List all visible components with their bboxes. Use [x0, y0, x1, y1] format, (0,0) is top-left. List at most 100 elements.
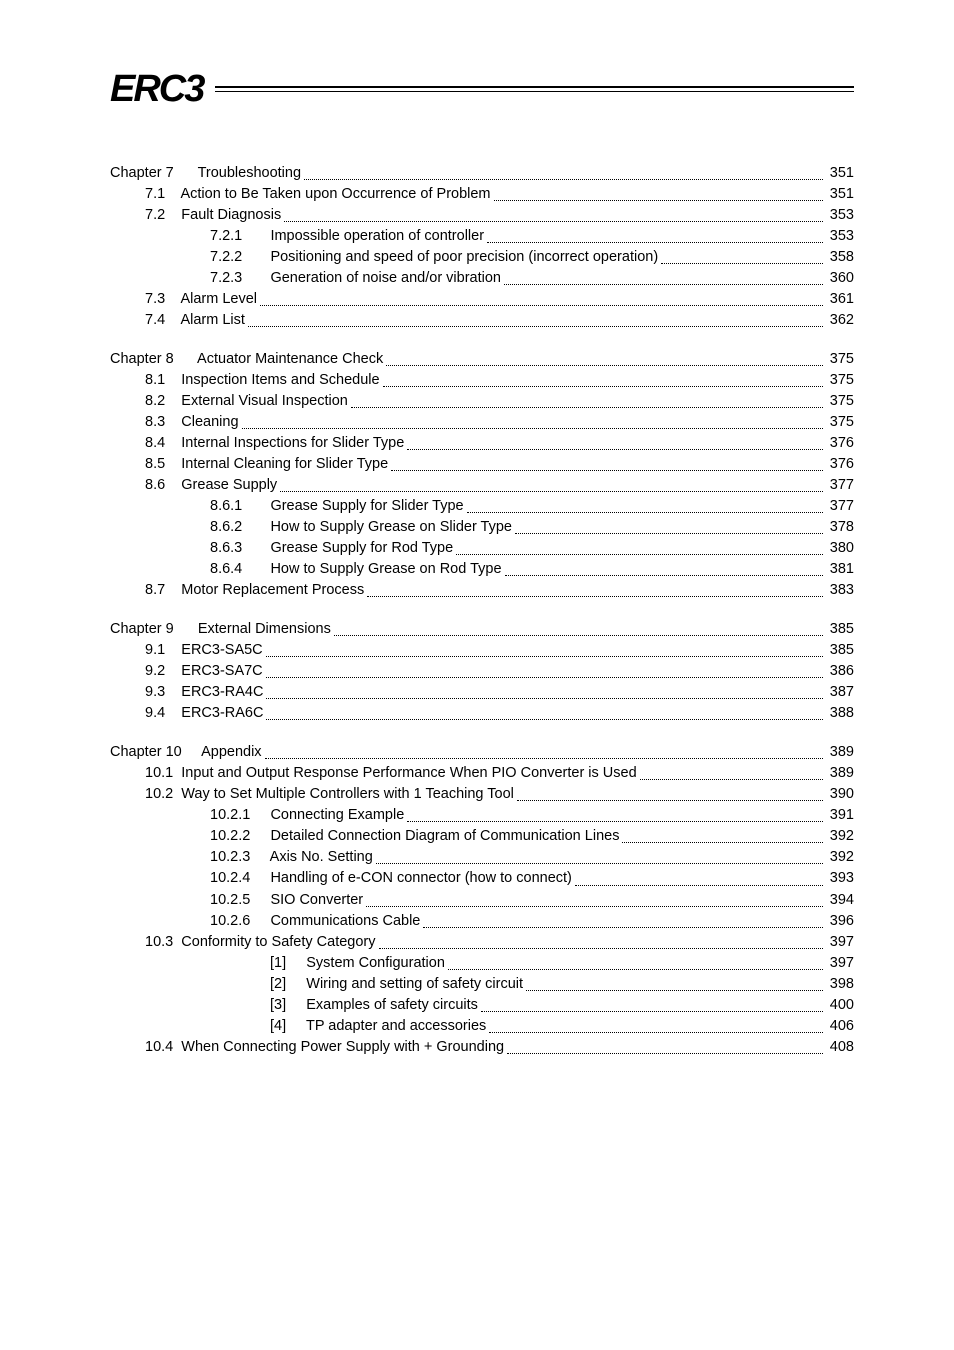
toc-entry: 8.5 Internal Cleaning for Slider Type 37… [110, 454, 854, 475]
toc-leader-dots [242, 412, 823, 429]
toc-entry-label: [1] System Configuration [270, 953, 445, 974]
toc-entry: 9.1 ERC3-SA5C 385 [110, 640, 854, 661]
toc-leader-dots [334, 619, 823, 636]
toc-leader-dots [266, 640, 823, 657]
toc-entry: 8.1 Inspection Items and Schedule 375 [110, 370, 854, 391]
toc-entry: Chapter 9 External Dimensions 385 [110, 619, 854, 640]
toc-entry: 10.2.2 Detailed Connection Diagram of Co… [110, 826, 854, 847]
toc-entry: 7.2 Fault Diagnosis 353 [110, 205, 854, 226]
toc-leader-dots [304, 163, 823, 180]
toc-leader-dots [575, 868, 823, 885]
toc-leader-dots [383, 370, 823, 387]
toc-entry-page: 353 [826, 226, 854, 247]
toc-entry-label: 8.6.4 How to Supply Grease on Rod Type [210, 559, 502, 580]
toc-entry: 8.6.1 Grease Supply for Slider Type 377 [110, 496, 854, 517]
toc-entry: 9.4 ERC3-RA6C 388 [110, 703, 854, 724]
toc-entry-page: 381 [826, 559, 854, 580]
toc-leader-dots [367, 580, 823, 597]
toc-entry-label: 7.2.3 Generation of noise and/or vibrati… [210, 268, 501, 289]
toc-entry-page: 358 [826, 247, 854, 268]
toc-entry: 8.6 Grease Supply 377 [110, 475, 854, 496]
toc-entry-label: 8.3 Cleaning [145, 412, 239, 433]
toc-leader-dots [456, 538, 823, 555]
toc-entry-label: 7.4 Alarm List [145, 310, 245, 331]
toc-entry-page: 377 [826, 496, 854, 517]
toc-entry-label: 10.2.4 Handling of e-CON connector (how … [210, 868, 572, 889]
toc-entry-page: 394 [826, 890, 854, 911]
toc-entry-page: 385 [826, 640, 854, 661]
toc-entry-page: 392 [826, 847, 854, 868]
toc-leader-dots [448, 953, 823, 970]
toc-leader-dots [284, 205, 823, 222]
toc-entry: 7.1 Action to Be Taken upon Occurrence o… [110, 184, 854, 205]
toc-leader-dots [622, 826, 822, 843]
toc-entry-label: Chapter 9 External Dimensions [110, 619, 331, 640]
toc-entry-page: 361 [826, 289, 854, 310]
toc-entry: 10.2 Way to Set Multiple Controllers wit… [110, 784, 854, 805]
toc-entry-page: 389 [826, 763, 854, 784]
toc-entry-page: 386 [826, 661, 854, 682]
toc-entry: 8.2 External Visual Inspection 375 [110, 391, 854, 412]
toc-entry: 7.2.1 Impossible operation of controller… [110, 226, 854, 247]
toc-entry-page: 396 [826, 911, 854, 932]
toc-entry: 8.3 Cleaning 375 [110, 412, 854, 433]
toc-leader-dots [266, 682, 822, 699]
toc-entry: 8.6.4 How to Supply Grease on Rod Type 3… [110, 559, 854, 580]
toc-entry-page: 376 [826, 454, 854, 475]
toc-entry: [1] System Configuration 397 [110, 953, 854, 974]
toc-entry-label: 8.2 External Visual Inspection [145, 391, 348, 412]
toc-entry: Chapter 10 Appendix 389 [110, 742, 854, 763]
toc-entry-label: 8.6.1 Grease Supply for Slider Type [210, 496, 464, 517]
toc-entry-page: 390 [826, 784, 854, 805]
toc-entry-label: 9.3 ERC3-RA4C [145, 682, 263, 703]
toc-entry-label: Chapter 7 Troubleshooting [110, 163, 301, 184]
toc-entry: Chapter 8 Actuator Maintenance Check 375 [110, 349, 854, 370]
toc-leader-dots [260, 289, 823, 306]
toc-entry-label: 10.3 Conformity to Safety Category [145, 932, 376, 953]
page-header: ERC3 [110, 70, 854, 108]
toc-leader-dots [505, 559, 823, 576]
toc-entry-label: 8.4 Internal Inspections for Slider Type [145, 433, 404, 454]
toc-entry-label: 7.2.2 Positioning and speed of poor prec… [210, 247, 658, 268]
toc-leader-dots [423, 911, 822, 928]
toc-entry-label: 8.6 Grease Supply [145, 475, 277, 496]
toc-entry-page: 375 [826, 370, 854, 391]
toc-entry-page: 360 [826, 268, 854, 289]
toc-entry: 7.3 Alarm Level 361 [110, 289, 854, 310]
toc-entry-label: 9.1 ERC3-SA5C [145, 640, 263, 661]
toc-entry-page: 351 [826, 163, 854, 184]
toc-entry: 7.2.3 Generation of noise and/or vibrati… [110, 268, 854, 289]
toc-entry-label: [4] TP adapter and accessories [270, 1016, 486, 1037]
toc-leader-dots [661, 247, 823, 264]
toc-entry: 8.4 Internal Inspections for Slider Type… [110, 433, 854, 454]
toc-entry-page: 391 [826, 805, 854, 826]
toc-entry-page: 383 [826, 580, 854, 601]
toc-entry-label: 8.7 Motor Replacement Process [145, 580, 364, 601]
toc-entry-page: 408 [826, 1037, 854, 1058]
toc-leader-dots [266, 703, 822, 720]
toc-entry: 7.2.2 Positioning and speed of poor prec… [110, 247, 854, 268]
toc-entry-label: 7.3 Alarm Level [145, 289, 257, 310]
toc-entry: Chapter 7 Troubleshooting 351 [110, 163, 854, 184]
toc-leader-dots [351, 391, 823, 408]
toc-entry-label: 8.6.2 How to Supply Grease on Slider Typ… [210, 517, 512, 538]
toc-entry: 10.2.5 SIO Converter 394 [110, 890, 854, 911]
toc-entry-label: 10.4 When Connecting Power Supply with +… [145, 1037, 504, 1058]
toc-entry-page: 353 [826, 205, 854, 226]
toc-leader-dots [248, 310, 823, 327]
toc-entry-label: 7.2.1 Impossible operation of controller [210, 226, 484, 247]
toc-entry-page: 389 [826, 742, 854, 763]
toc-entry-page: 375 [826, 412, 854, 433]
toc-leader-dots [526, 974, 823, 991]
toc-leader-dots [489, 1016, 822, 1033]
toc-leader-dots [494, 184, 823, 201]
toc-entry-page: 393 [826, 868, 854, 889]
toc-leader-dots [515, 517, 823, 534]
toc-entry-label: 7.1 Action to Be Taken upon Occurrence o… [145, 184, 491, 205]
toc-leader-dots [280, 475, 823, 492]
toc-leader-dots [640, 763, 823, 780]
toc-entry-label: 10.2.2 Detailed Connection Diagram of Co… [210, 826, 619, 847]
toc-entry: [4] TP adapter and accessories 406 [110, 1016, 854, 1037]
toc-entry-label: 9.2 ERC3-SA7C [145, 661, 263, 682]
toc-entry-page: 377 [826, 475, 854, 496]
